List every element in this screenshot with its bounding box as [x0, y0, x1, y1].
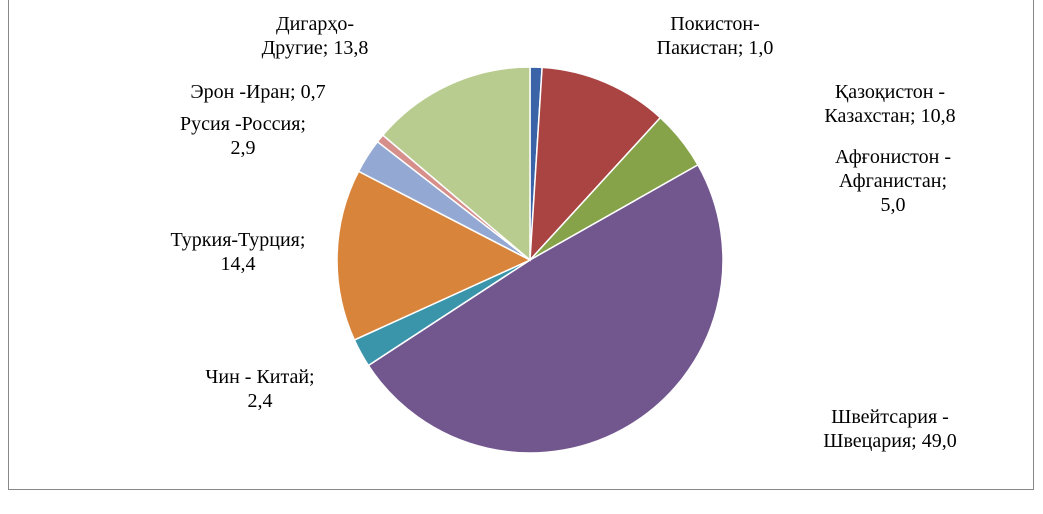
data-label: Дигарҳо-Другие; 13,8 — [253, 12, 378, 60]
value-label: 2,4 — [247, 390, 273, 412]
category-label: Русия -Россия — [180, 113, 301, 135]
label-separator: ; — [737, 37, 744, 59]
category-label: Швейтсария - Швецария — [823, 406, 949, 452]
data-label: Эрон -Иран; 0,7 — [138, 80, 378, 104]
chart-frame — [8, 0, 1034, 490]
value-label: 49,0 — [921, 430, 957, 452]
label-separator: ; — [290, 81, 296, 103]
category-label: Покистон-Пакистан — [656, 13, 760, 59]
label-separator: ; — [910, 105, 916, 127]
value-label: 1,0 — [748, 37, 774, 59]
pie-slice — [529, 66, 662, 263]
data-label: Туркия-Турция; 14,4 — [163, 228, 313, 276]
data-label: Қазоқистон - Казахстан; 10,8 — [795, 80, 985, 128]
pie-slice — [336, 170, 532, 341]
value-label: 5,0 — [880, 194, 906, 216]
label-separator: ; — [911, 430, 917, 452]
data-label: Швейтсария - Швецария; 49,0 — [805, 405, 975, 453]
value-label: 14,4 — [220, 253, 256, 275]
value-label: 13,8 — [333, 37, 369, 59]
value-label: 10,8 — [920, 105, 956, 127]
category-label: Туркия-Турция — [170, 229, 300, 251]
pie-slice — [381, 66, 531, 262]
data-label: Покистон-Пакистан; 1,0 — [635, 12, 795, 60]
label-separator: ; — [322, 37, 329, 59]
data-label: Русия -Россия; 2,9 — [166, 112, 321, 160]
category-label: Қазоқистон - Казахстан — [824, 81, 946, 127]
value-label: 2,9 — [230, 137, 256, 159]
category-label: Афғонистон - Афганистан — [835, 146, 951, 192]
label-separator: ; — [299, 229, 306, 251]
label-separator: ; — [300, 113, 306, 135]
data-label: Афғонистон - Афганистан; 5,0 — [828, 145, 958, 217]
category-label: Эрон -Иран — [190, 81, 291, 103]
label-separator: ; — [941, 170, 948, 192]
category-label: Чин - Китай — [205, 366, 310, 388]
data-label: Чин - Китай; 2,4 — [198, 365, 323, 413]
pie-slice — [367, 163, 724, 454]
label-separator: ; — [309, 366, 315, 388]
value-label: 0,7 — [300, 81, 326, 103]
category-label: Дигарҳо-Другие — [261, 13, 355, 59]
